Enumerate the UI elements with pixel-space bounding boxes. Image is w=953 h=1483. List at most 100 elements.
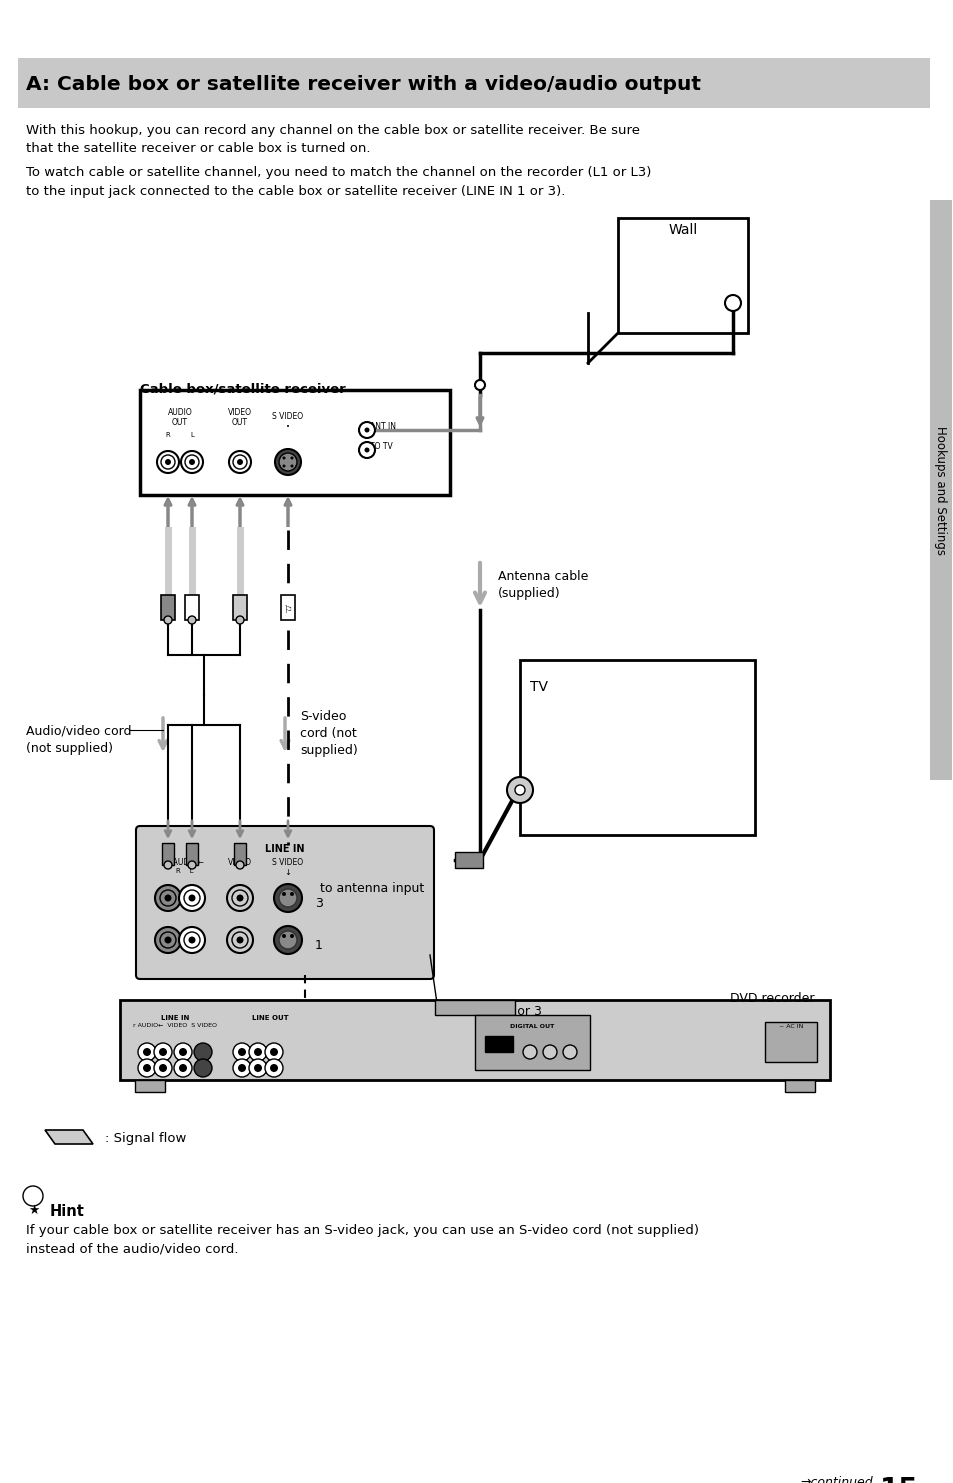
Text: LINE IN: LINE IN bbox=[265, 844, 304, 854]
Text: TO TV: TO TV bbox=[370, 442, 393, 451]
Circle shape bbox=[154, 885, 181, 911]
Text: to antenna input: to antenna input bbox=[319, 882, 424, 896]
Circle shape bbox=[253, 1048, 262, 1056]
Circle shape bbox=[153, 1043, 172, 1060]
Circle shape bbox=[724, 295, 740, 311]
Circle shape bbox=[173, 1043, 192, 1060]
Text: Wall: Wall bbox=[668, 222, 697, 237]
Circle shape bbox=[138, 1043, 156, 1060]
Bar bbox=[281, 595, 294, 620]
Bar bbox=[475, 1014, 589, 1071]
Circle shape bbox=[159, 1048, 167, 1056]
Text: r AUDIO←  VIDEO  S VIDEO: r AUDIO← VIDEO S VIDEO bbox=[132, 1023, 216, 1028]
Circle shape bbox=[154, 927, 181, 954]
Text: ★: ★ bbox=[28, 1204, 39, 1218]
Bar bbox=[135, 1080, 165, 1091]
Text: S VIDEO: S VIDEO bbox=[273, 859, 303, 868]
Text: Hint: Hint bbox=[50, 1204, 85, 1219]
Text: DVD recorder: DVD recorder bbox=[730, 992, 814, 1005]
Circle shape bbox=[562, 1046, 577, 1059]
Circle shape bbox=[282, 891, 286, 896]
Text: 15: 15 bbox=[879, 1476, 918, 1483]
Circle shape bbox=[165, 460, 171, 466]
Bar bbox=[233, 595, 247, 620]
Circle shape bbox=[236, 936, 243, 943]
Circle shape bbox=[282, 464, 285, 467]
Bar bbox=[484, 1037, 513, 1051]
Circle shape bbox=[236, 460, 243, 466]
Bar bbox=[764, 1022, 816, 1062]
Circle shape bbox=[193, 1043, 212, 1060]
Circle shape bbox=[143, 1063, 151, 1072]
Circle shape bbox=[270, 1048, 277, 1056]
Circle shape bbox=[227, 885, 253, 911]
Circle shape bbox=[164, 936, 172, 943]
Circle shape bbox=[278, 888, 296, 908]
Circle shape bbox=[274, 884, 302, 912]
Text: L: L bbox=[190, 432, 193, 437]
Text: ↓: ↓ bbox=[284, 868, 292, 876]
Circle shape bbox=[475, 380, 484, 390]
Circle shape bbox=[235, 862, 244, 869]
Text: To watch cable or satellite channel, you need to match the channel on the record: To watch cable or satellite channel, you… bbox=[26, 166, 651, 197]
Circle shape bbox=[364, 427, 369, 433]
FancyBboxPatch shape bbox=[136, 826, 434, 979]
Text: ~ AC IN: ~ AC IN bbox=[778, 1023, 802, 1029]
Circle shape bbox=[179, 1048, 187, 1056]
Circle shape bbox=[232, 890, 248, 906]
Circle shape bbox=[358, 423, 375, 437]
Text: R: R bbox=[166, 432, 171, 437]
Text: Antenna cable
(supplied): Antenna cable (supplied) bbox=[497, 569, 588, 601]
Circle shape bbox=[164, 862, 172, 869]
Bar bbox=[161, 595, 174, 620]
Circle shape bbox=[161, 455, 174, 469]
Circle shape bbox=[270, 1063, 277, 1072]
Text: A: Cable box or satellite receiver with a video/audio output: A: Cable box or satellite receiver with … bbox=[26, 76, 700, 93]
Circle shape bbox=[189, 936, 195, 943]
Text: AUDIO
OUT: AUDIO OUT bbox=[168, 408, 193, 427]
Circle shape bbox=[160, 890, 175, 906]
Circle shape bbox=[253, 1063, 262, 1072]
Bar bbox=[120, 1000, 829, 1080]
Text: S VIDEO: S VIDEO bbox=[273, 412, 303, 421]
Circle shape bbox=[184, 931, 200, 948]
Circle shape bbox=[189, 894, 195, 902]
Circle shape bbox=[522, 1046, 537, 1059]
Circle shape bbox=[160, 931, 175, 948]
Text: Cable box/satellite receiver: Cable box/satellite receiver bbox=[140, 383, 345, 394]
Text: ⚐: ⚐ bbox=[283, 605, 292, 615]
Bar bbox=[185, 595, 199, 620]
Text: →continued: →continued bbox=[800, 1476, 872, 1483]
Circle shape bbox=[229, 451, 251, 473]
Circle shape bbox=[358, 442, 375, 458]
Text: : Signal flow: : Signal flow bbox=[105, 1132, 186, 1145]
Text: DIGITAL OUT: DIGITAL OUT bbox=[509, 1023, 554, 1029]
Text: ANT IN: ANT IN bbox=[370, 423, 395, 432]
Circle shape bbox=[265, 1043, 283, 1060]
Text: 3: 3 bbox=[314, 897, 322, 911]
Text: •: • bbox=[286, 424, 290, 430]
Circle shape bbox=[282, 457, 285, 460]
Circle shape bbox=[153, 1059, 172, 1077]
Circle shape bbox=[233, 1043, 251, 1060]
Circle shape bbox=[290, 891, 294, 896]
Bar bbox=[435, 1000, 515, 1014]
Circle shape bbox=[164, 894, 172, 902]
Circle shape bbox=[232, 931, 248, 948]
Bar bbox=[18, 58, 929, 108]
Text: Audio/video cord
(not supplied): Audio/video cord (not supplied) bbox=[26, 725, 132, 755]
Bar bbox=[519, 660, 754, 835]
Bar bbox=[140, 390, 450, 495]
Circle shape bbox=[249, 1043, 267, 1060]
Text: VIDEO
OUT: VIDEO OUT bbox=[228, 408, 252, 427]
Circle shape bbox=[189, 460, 194, 466]
Text: R    L: R L bbox=[176, 868, 193, 873]
Text: r AUDIO←: r AUDIO← bbox=[167, 859, 203, 868]
Bar bbox=[784, 1080, 814, 1091]
Circle shape bbox=[159, 1063, 167, 1072]
Bar bbox=[929, 200, 951, 780]
Circle shape bbox=[193, 1059, 212, 1077]
Circle shape bbox=[235, 615, 244, 624]
Circle shape bbox=[188, 862, 195, 869]
Circle shape bbox=[184, 890, 200, 906]
